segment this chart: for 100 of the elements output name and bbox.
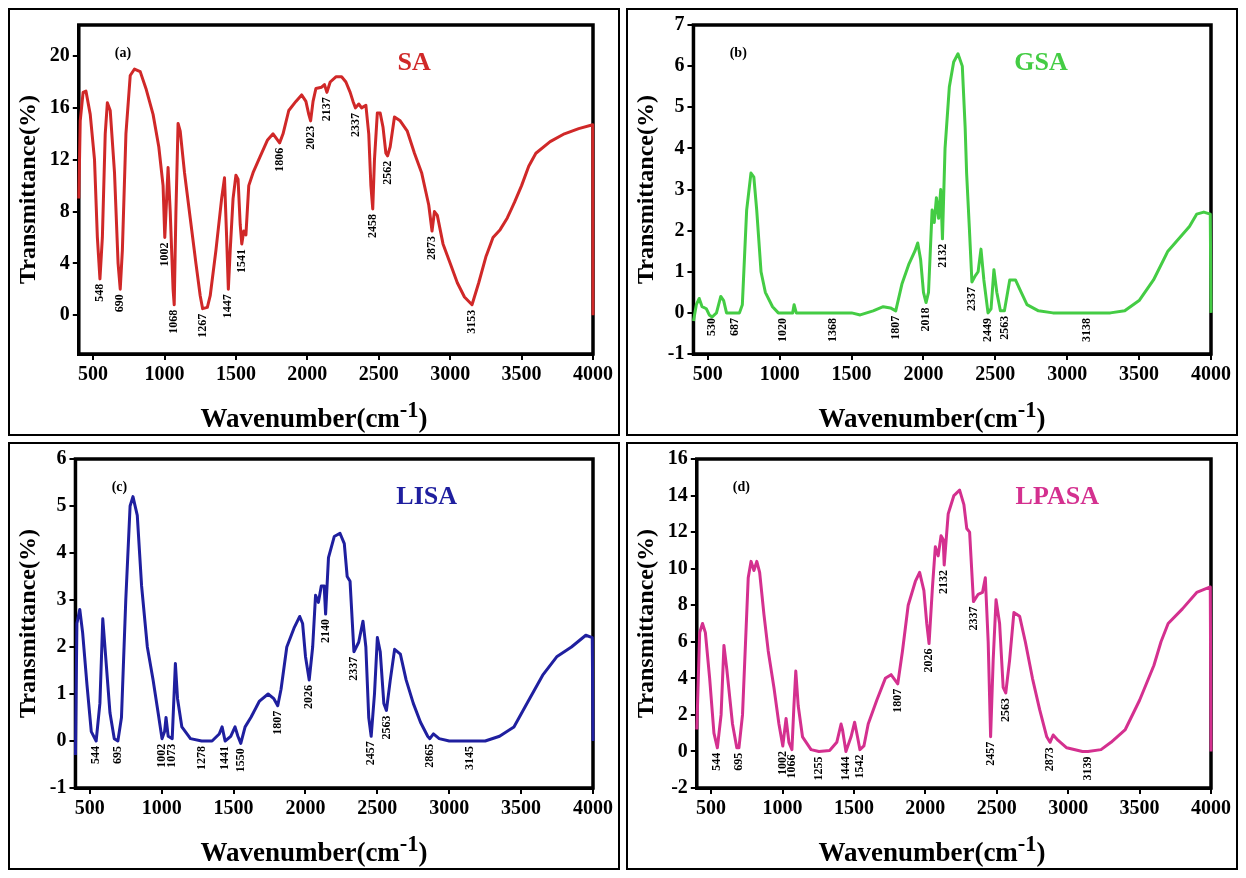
y-tick-label: 6 [674, 53, 685, 76]
y-tick-label: 6 [677, 628, 688, 651]
y-tick-label: 2 [674, 217, 685, 240]
x-tick-label: 1000 [762, 796, 803, 819]
annotation: 1542 [852, 754, 867, 779]
x-tick-label: 1000 [144, 362, 185, 385]
x-tick-label: 2000 [903, 362, 944, 385]
y-axis-title: Transmittance(%) [631, 529, 658, 718]
x-axis-title: Wavenumber(cm$^{-1}$) [199, 830, 429, 869]
annotation: 2337 [964, 287, 979, 312]
annotation: 530 [704, 317, 719, 336]
y-tick-label: 4 [56, 540, 67, 563]
annotation: 695 [109, 746, 124, 764]
y-tick-label: 6 [56, 446, 67, 469]
y-tick-label: 2 [677, 702, 688, 725]
annotation: 1068 [166, 309, 181, 334]
y-tick-label: 0 [674, 300, 685, 323]
annotation: 1255 [811, 756, 826, 781]
annotation: 1278 [193, 746, 208, 770]
y-tick-label: -1 [49, 775, 67, 798]
y-tick-label: 8 [59, 198, 70, 221]
annotation: 1267 [194, 313, 209, 338]
series-label: SA [397, 46, 432, 76]
annotation: 2137 [319, 97, 333, 122]
x-tick-label: 3000 [429, 796, 470, 819]
annotation: 1020 [774, 317, 789, 342]
annotation: 548 [92, 283, 107, 302]
x-tick-label: 3500 [501, 796, 542, 819]
annotation: 1807 [269, 710, 284, 735]
x-tick-label: 3500 [501, 362, 542, 385]
x-tick-label: 500 [696, 796, 727, 819]
x-axis-title: Wavenumber(cm$^{-1}$) [817, 830, 1047, 869]
annotation: 2337 [347, 112, 362, 137]
x-axis-title: Wavenumber(cm$^{-1}$) [817, 396, 1047, 435]
y-tick-label: 0 [677, 738, 688, 761]
y-tick-label: 2 [56, 634, 67, 657]
y-tick-label: 0 [59, 302, 70, 325]
y-tick-label: 12 [49, 146, 70, 169]
series-label: GSA [1014, 46, 1069, 76]
y-axis-title: Transmittance(%) [13, 95, 40, 284]
text: LISA [396, 480, 458, 510]
x-tick-label: 2000 [905, 796, 946, 819]
x-tick-label: 1000 [759, 362, 800, 385]
x-tick-label: 500 [74, 796, 105, 819]
x-tick-label: 2500 [976, 796, 1017, 819]
x-tick-label: 2500 [357, 796, 398, 819]
annotation: 2140 [317, 619, 332, 644]
annotation: 2023 [302, 125, 317, 150]
annotation: 1444 [838, 756, 853, 781]
annotation: 1368 [824, 317, 839, 342]
annotation: 3139 [1080, 756, 1095, 781]
x-tick-label: 3000 [430, 362, 471, 385]
y-tick-label: 14 [667, 482, 688, 505]
y-tick-label: -1 [667, 341, 685, 364]
y-tick-label: 16 [49, 95, 70, 118]
annotation: 1807 [887, 315, 902, 340]
x-tick-label: 500 [692, 362, 723, 385]
y-tick-label: 3 [674, 176, 685, 199]
annotation: 2026 [301, 684, 316, 709]
x-tick-label: 3500 [1119, 796, 1160, 819]
series-label: LPASA [1015, 480, 1100, 510]
y-tick-label: 5 [674, 94, 685, 117]
annotation: 2873 [424, 235, 439, 260]
annotation: 3153 [464, 309, 479, 334]
y-tick-label: 16 [667, 446, 688, 469]
y-tick-label: 20 [49, 43, 70, 66]
y-tick-label: 8 [677, 592, 688, 615]
y-tick-label: 5 [56, 493, 67, 516]
y-tick-label: 10 [667, 555, 688, 578]
y-tick-label: 12 [667, 519, 688, 542]
annotation: 2449 [980, 317, 995, 342]
annotation: 2873 [1042, 747, 1057, 772]
x-tick-label: 1500 [833, 796, 874, 819]
annotation: 2457 [363, 741, 378, 766]
annotation: 544 [709, 752, 724, 771]
annotation: 1806 [271, 147, 286, 172]
annotation: 2337 [346, 656, 361, 681]
x-tick-label: 1500 [215, 362, 256, 385]
y-tick-label: 4 [674, 135, 685, 158]
annotation: 2563 [996, 315, 1011, 340]
y-axis-title: Transmittance(%) [13, 529, 40, 718]
y-tick-label: 1 [674, 258, 685, 281]
annotation: 1807 [889, 688, 904, 713]
annotation: 690 [112, 294, 127, 313]
x-tick-label: 3000 [1048, 796, 1089, 819]
x-tick-label: 2000 [287, 362, 328, 385]
annotation: 1550 [232, 748, 247, 773]
x-tick-label: 4000 [573, 362, 613, 385]
x-tick-label: 3000 [1047, 362, 1088, 385]
annotation: 2458 [364, 213, 379, 238]
annotation: 2563 [378, 715, 393, 740]
annotation: (a) [114, 44, 132, 61]
x-tick-label: 4000 [1191, 796, 1231, 819]
annotation: 2563 [997, 697, 1012, 722]
x-tick-label: 2500 [358, 362, 399, 385]
x-tick-label: 3500 [1119, 362, 1160, 385]
y-tick-label: -2 [671, 775, 688, 798]
annotation: 2457 [982, 741, 997, 766]
annotation: 544 [88, 746, 103, 764]
y-tick-label: 0 [56, 728, 67, 751]
